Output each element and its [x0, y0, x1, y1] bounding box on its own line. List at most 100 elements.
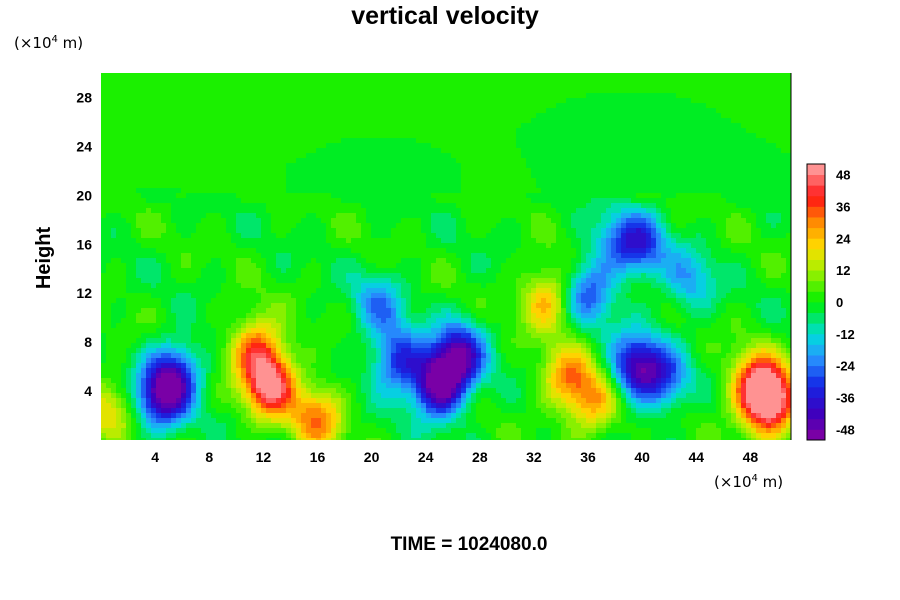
heatmap-cell — [206, 218, 212, 224]
heatmap-cell — [216, 148, 222, 154]
heatmap-cell — [781, 148, 787, 154]
heatmap-cell — [606, 193, 612, 199]
heatmap-cell — [266, 113, 272, 119]
heatmap-cell — [251, 133, 257, 139]
heatmap-cell — [681, 118, 687, 124]
heatmap-cell — [251, 213, 257, 219]
heatmap-cell — [261, 133, 267, 139]
heatmap-cell — [446, 238, 452, 244]
heatmap-cell — [441, 188, 447, 194]
heatmap-cell — [301, 183, 307, 189]
heatmap-cell — [401, 193, 407, 199]
heatmap-cell — [456, 98, 462, 104]
heatmap-cell — [106, 143, 112, 149]
heatmap-cell — [401, 73, 407, 79]
heatmap-cell — [521, 203, 527, 209]
heatmap-cell — [641, 78, 647, 84]
heatmap-cell — [536, 123, 542, 129]
heatmap-cell — [736, 153, 742, 159]
heatmap-cell — [556, 208, 562, 214]
heatmap-cell — [566, 98, 572, 104]
heatmap-cell — [316, 173, 322, 179]
heatmap-cell — [141, 123, 147, 129]
heatmap-cell — [321, 163, 327, 169]
heatmap-cell — [206, 138, 212, 144]
heatmap-cell — [196, 98, 202, 104]
heatmap-cell — [321, 198, 327, 204]
heatmap-cell — [531, 153, 537, 159]
heatmap-cell — [451, 188, 457, 194]
heatmap-cell — [726, 98, 732, 104]
heatmap-cell — [236, 83, 242, 89]
heatmap-cell — [131, 248, 137, 254]
heatmap-cell — [756, 73, 762, 79]
heatmap-cell — [591, 93, 597, 99]
heatmap-cell — [341, 188, 347, 194]
heatmap-cell — [121, 238, 127, 244]
heatmap-cell — [291, 123, 297, 129]
heatmap-cell — [216, 88, 222, 94]
heatmap-cell — [656, 193, 662, 199]
heatmap-cell — [116, 188, 122, 194]
heatmap-cell — [351, 238, 357, 244]
heatmap-cell — [131, 153, 137, 159]
heatmap-cell — [741, 78, 747, 84]
heatmap-cell — [141, 208, 147, 214]
heatmap-cell — [546, 173, 552, 179]
heatmap-cell — [276, 193, 282, 199]
heatmap-cell — [361, 178, 367, 184]
heatmap-cell — [116, 123, 122, 129]
heatmap-cell — [581, 128, 587, 134]
heatmap-cell — [106, 78, 112, 84]
heatmap-cell — [476, 198, 482, 204]
heatmap-cell — [386, 203, 392, 209]
heatmap-cell — [491, 233, 497, 239]
heatmap-cell — [116, 253, 122, 259]
heatmap-cell — [611, 223, 617, 229]
heatmap-cell — [616, 168, 622, 174]
heatmap-cell — [456, 243, 462, 249]
heatmap-cell — [381, 173, 387, 179]
heatmap-cell — [581, 138, 587, 144]
heatmap-cell — [756, 248, 762, 254]
heatmap-cell — [306, 228, 312, 234]
heatmap-cell — [266, 208, 272, 214]
heatmap-cell — [261, 78, 267, 84]
heatmap-cell — [506, 103, 512, 109]
heatmap-cell — [611, 88, 617, 94]
heatmap-cell — [656, 98, 662, 104]
heatmap-cell — [251, 128, 257, 134]
heatmap-cell — [416, 213, 422, 219]
heatmap-cell — [481, 158, 487, 164]
heatmap-cell — [496, 183, 502, 189]
heatmap-cell — [511, 198, 517, 204]
heatmap-cell — [186, 213, 192, 219]
heatmap-cell — [556, 223, 562, 229]
heatmap-cell — [446, 153, 452, 159]
heatmap-cell — [426, 88, 432, 94]
heatmap-cell — [321, 133, 327, 139]
heatmap-cell — [451, 158, 457, 164]
heatmap-cell — [511, 148, 517, 154]
heatmap-cell — [736, 133, 742, 139]
heatmap-cell — [376, 238, 382, 244]
heatmap-cell — [541, 183, 547, 189]
heatmap-cell — [746, 243, 752, 249]
heatmap-cell — [736, 143, 742, 149]
heatmap-cell — [411, 73, 417, 79]
heatmap-cell — [246, 88, 252, 94]
heatmap-cell — [566, 228, 572, 234]
heatmap-cell — [606, 183, 612, 189]
heatmap-cell — [346, 168, 352, 174]
heatmap-cell — [281, 138, 287, 144]
heatmap-cell — [216, 238, 222, 244]
heatmap-cell — [701, 73, 707, 79]
heatmap-cell — [256, 188, 262, 194]
heatmap-cell — [566, 188, 572, 194]
heatmap-cell — [161, 103, 167, 109]
heatmap-cell — [506, 188, 512, 194]
heatmap-cell — [536, 168, 542, 174]
heatmap-cell — [606, 178, 612, 184]
heatmap-cell — [591, 218, 597, 224]
heatmap-cell — [511, 163, 517, 169]
